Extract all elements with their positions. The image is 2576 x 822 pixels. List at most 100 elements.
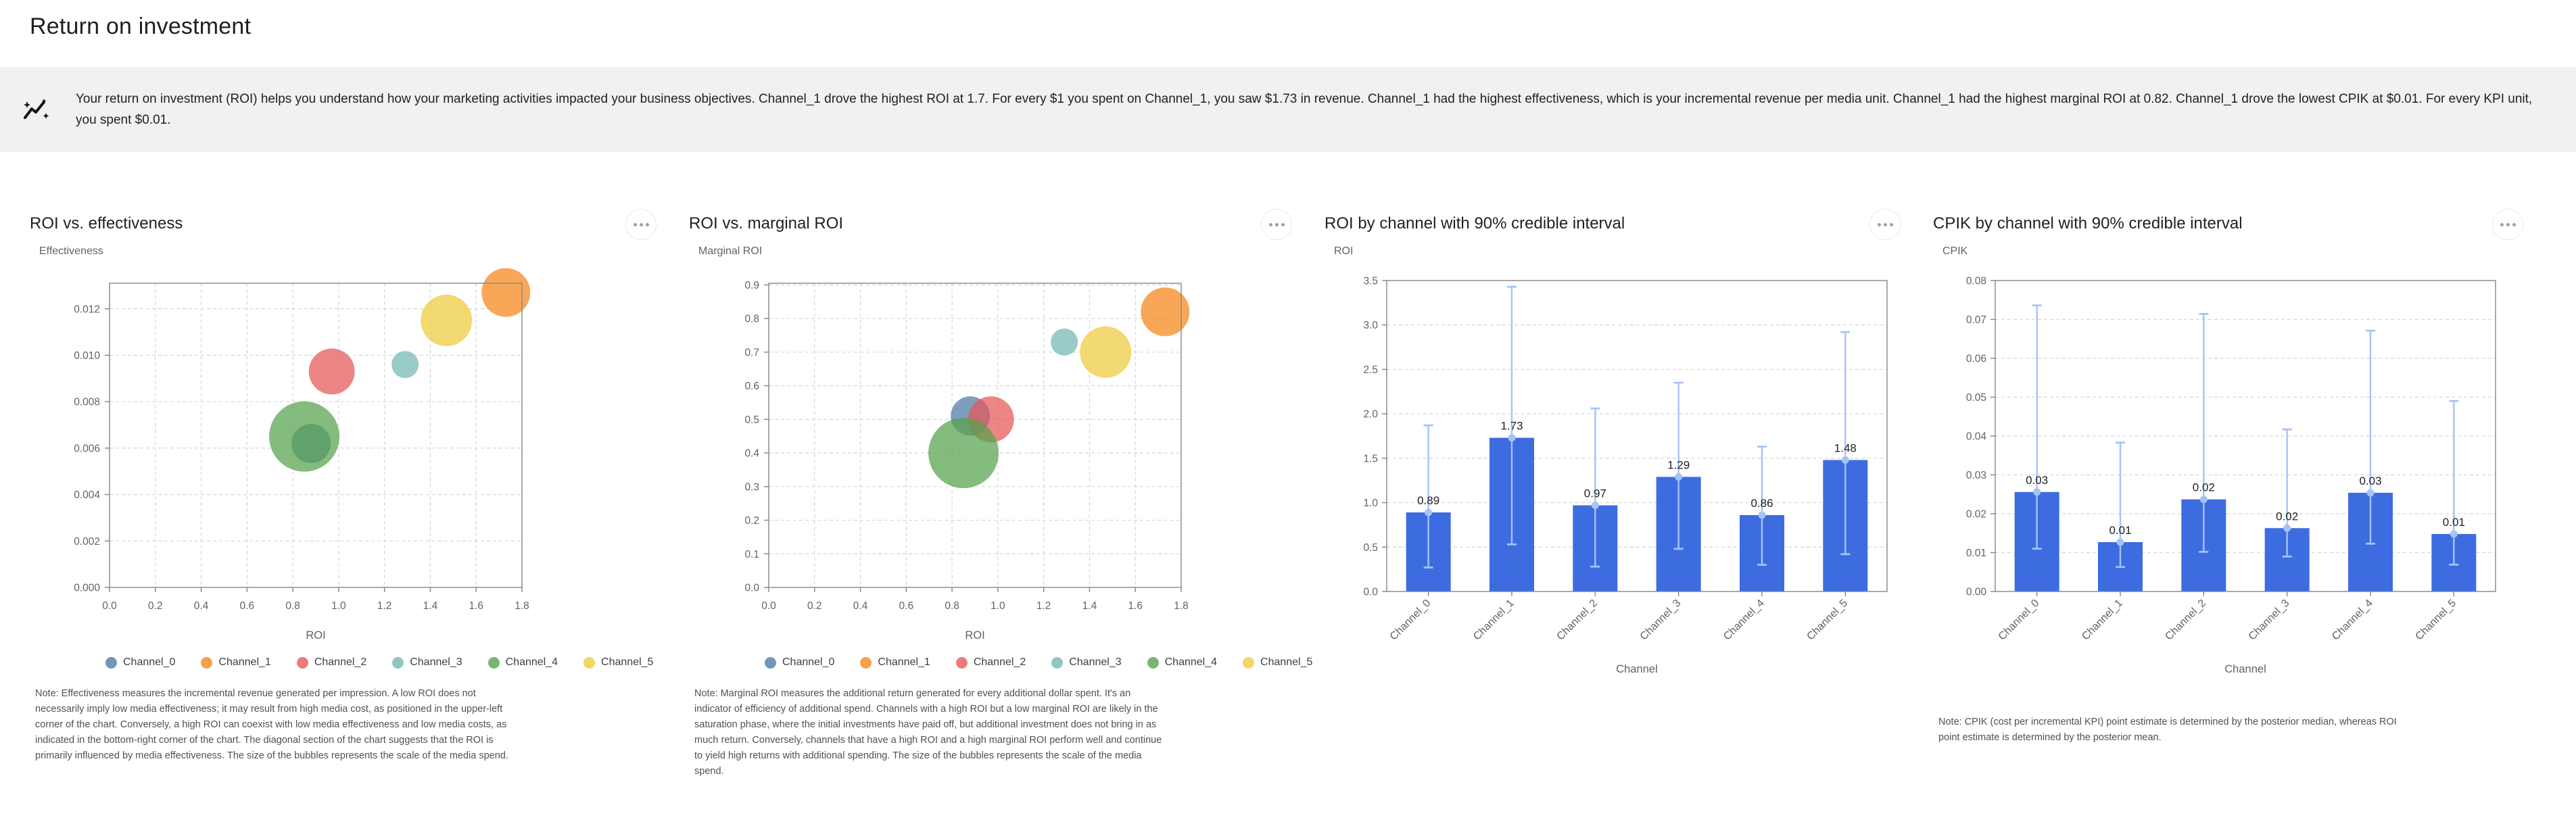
svg-text:1.48: 1.48	[1834, 441, 1857, 454]
svg-text:0.06: 0.06	[1966, 354, 1986, 365]
svg-text:0.86: 0.86	[1750, 497, 1773, 510]
value-labels: 0.89 1.73 0.97 1.29 0.86 1.48	[1417, 420, 1857, 510]
more-options-button[interactable]	[1869, 209, 1901, 240]
chart-note: Note: Marginal ROI measures the addition…	[694, 688, 1162, 777]
plot-frame	[1995, 280, 2496, 592]
svg-text:0.000: 0.000	[74, 583, 100, 594]
svg-text:0.89: 0.89	[1417, 494, 1439, 507]
svg-text:0.5: 0.5	[744, 414, 759, 426]
legend-swatch	[1147, 656, 1159, 669]
legend-label: Channel_0	[782, 656, 835, 668]
more-options-icon	[1268, 222, 1272, 226]
more-options-button[interactable]	[1261, 209, 1292, 240]
chart-card-roi-by-channel: ROI by channel with 90% credible interva…	[1325, 209, 1933, 779]
legend-label: Channel_2	[973, 656, 1026, 668]
legend-swatch	[583, 656, 596, 669]
chart-card-cpik-by-channel: CPIK by channel with 90% credible interv…	[1933, 209, 2556, 779]
svg-text:0.00: 0.00	[1966, 587, 1987, 598]
legend-item: Channel_5	[583, 656, 653, 669]
bubble-chart-roi-vs-marginal-roi: 0.0 0.2 0.4 0.6 0.8 1.0 1.2 1.4 1.6 1.8 0.0 0.1 0.2 0…	[744, 280, 1190, 642]
legend-swatch	[765, 656, 776, 669]
bubble-channel_2[interactable]	[308, 348, 355, 395]
legend-label: Channel_4	[1164, 656, 1218, 668]
svg-text:0.01: 0.01	[1966, 548, 1986, 559]
legend-item: Channel_4	[487, 656, 558, 669]
svg-text:0.004: 0.004	[74, 489, 100, 501]
chart-legend: Channel_0 Channel_1 Channel_2 Channel_3 Chan…	[105, 656, 689, 669]
x-tick-label: Channel_5	[2413, 598, 2458, 643]
x-tick-label: Channel_4	[1721, 598, 1767, 643]
svg-text:0.03: 0.03	[2026, 474, 2048, 487]
bar-chart-cpik-by-channel: 0.03 0.01 0.02 0.02 0.03 0.01 Channel_0 Channel…	[1966, 276, 2496, 675]
svg-text:0.02: 0.02	[1966, 509, 1986, 521]
x-tick-label: Channel_3	[1638, 598, 1684, 643]
chart-title: ROI by channel with 90% credible interva…	[1325, 214, 1625, 233]
legend-item: Channel_4	[1147, 656, 1217, 669]
bubble-channel_3[interactable]	[391, 351, 419, 379]
page-title: Return on investment	[30, 14, 252, 39]
point-estimate-channel_2	[2199, 495, 2208, 504]
more-options-button[interactable]	[2492, 209, 2523, 240]
point-estimate-channel_3	[2283, 524, 2291, 532]
legend-label: Channel_1	[218, 656, 271, 668]
error-bars	[2032, 304, 2459, 569]
bubble-channel_4[interactable]	[269, 401, 340, 472]
more-options-icon	[1877, 222, 1881, 226]
x-tick-label: Channel_2	[2163, 598, 2208, 643]
chart-legend: Channel_0 Channel_1 Channel_2 Channel_3 Chan…	[765, 656, 1325, 669]
legend-label: Channel_4	[505, 656, 558, 668]
grid	[1387, 324, 1887, 548]
svg-text:0.5: 0.5	[1363, 542, 1378, 554]
svg-text:0.012: 0.012	[74, 304, 100, 315]
legend-swatch	[296, 656, 308, 669]
bubble-channel_5[interactable]	[1080, 326, 1132, 378]
legend-item: Channel_0	[765, 656, 834, 669]
chart-card-roi-vs-effectiveness: ROI vs. effectiveness Effectiveness 0.0 0…	[30, 209, 689, 779]
svg-text:0.008: 0.008	[74, 397, 100, 408]
point-estimate-channel_1	[1508, 434, 1516, 442]
x-tick-label: Channel_0	[1388, 598, 1433, 643]
svg-text:3.5: 3.5	[1363, 276, 1378, 287]
x-tick-label: Channel_1	[1471, 598, 1517, 643]
legend-label: Channel_3	[1069, 656, 1122, 668]
svg-text:2.5: 2.5	[1363, 364, 1378, 376]
svg-text:0.6: 0.6	[240, 600, 255, 612]
legend-label: Channel_3	[410, 656, 462, 668]
plot-frame	[768, 283, 1182, 588]
point-estimate-channel_3	[1675, 473, 1683, 481]
bubble-channel_3[interactable]	[1051, 329, 1078, 356]
svg-text:2.0: 2.0	[1363, 409, 1378, 420]
legend-swatch	[955, 656, 968, 669]
svg-text:0.05: 0.05	[1966, 392, 1986, 404]
point-estimate-channel_5	[2450, 530, 2458, 538]
svg-text:0.8: 0.8	[744, 314, 759, 325]
bubble-channel_4[interactable]	[928, 418, 999, 489]
x-axis-title: Channel	[2224, 663, 2266, 675]
svg-text:0.8: 0.8	[285, 600, 300, 612]
bubbles	[928, 287, 1190, 489]
more-options-button[interactable]	[625, 209, 657, 240]
svg-text:0.03: 0.03	[2359, 475, 2381, 487]
insights-icon	[24, 99, 49, 119]
svg-text:0.08: 0.08	[1966, 276, 1986, 287]
error-bars	[1423, 285, 1851, 569]
bubble-channel_1[interactable]	[1141, 287, 1190, 337]
svg-text:0.07: 0.07	[1966, 314, 1986, 326]
bubble-channel_1[interactable]	[481, 268, 531, 317]
svg-text:0.4: 0.4	[744, 448, 759, 460]
legend-item: Channel_3	[1051, 656, 1122, 669]
legend-item: Channel_3	[392, 656, 462, 669]
x-tick-label: Channel_4	[2330, 598, 2375, 643]
point-estimate-channel_0	[2033, 488, 2041, 496]
point-estimate-channel_0	[1425, 508, 1433, 516]
legend-item: Channel_2	[296, 656, 366, 669]
x-tick-label: Channel_3	[2247, 598, 2292, 643]
svg-text:0.4: 0.4	[853, 600, 868, 612]
y-axis-title: ROI	[1334, 245, 1354, 257]
legend-swatch	[487, 656, 500, 669]
svg-text:0.03: 0.03	[1966, 470, 1986, 481]
bubble-channel_5[interactable]	[421, 294, 473, 346]
svg-text:0.006: 0.006	[74, 443, 100, 454]
axes: Channel_0 Channel_1 Channel_2 Channel_3 Chan…	[1363, 276, 1850, 676]
